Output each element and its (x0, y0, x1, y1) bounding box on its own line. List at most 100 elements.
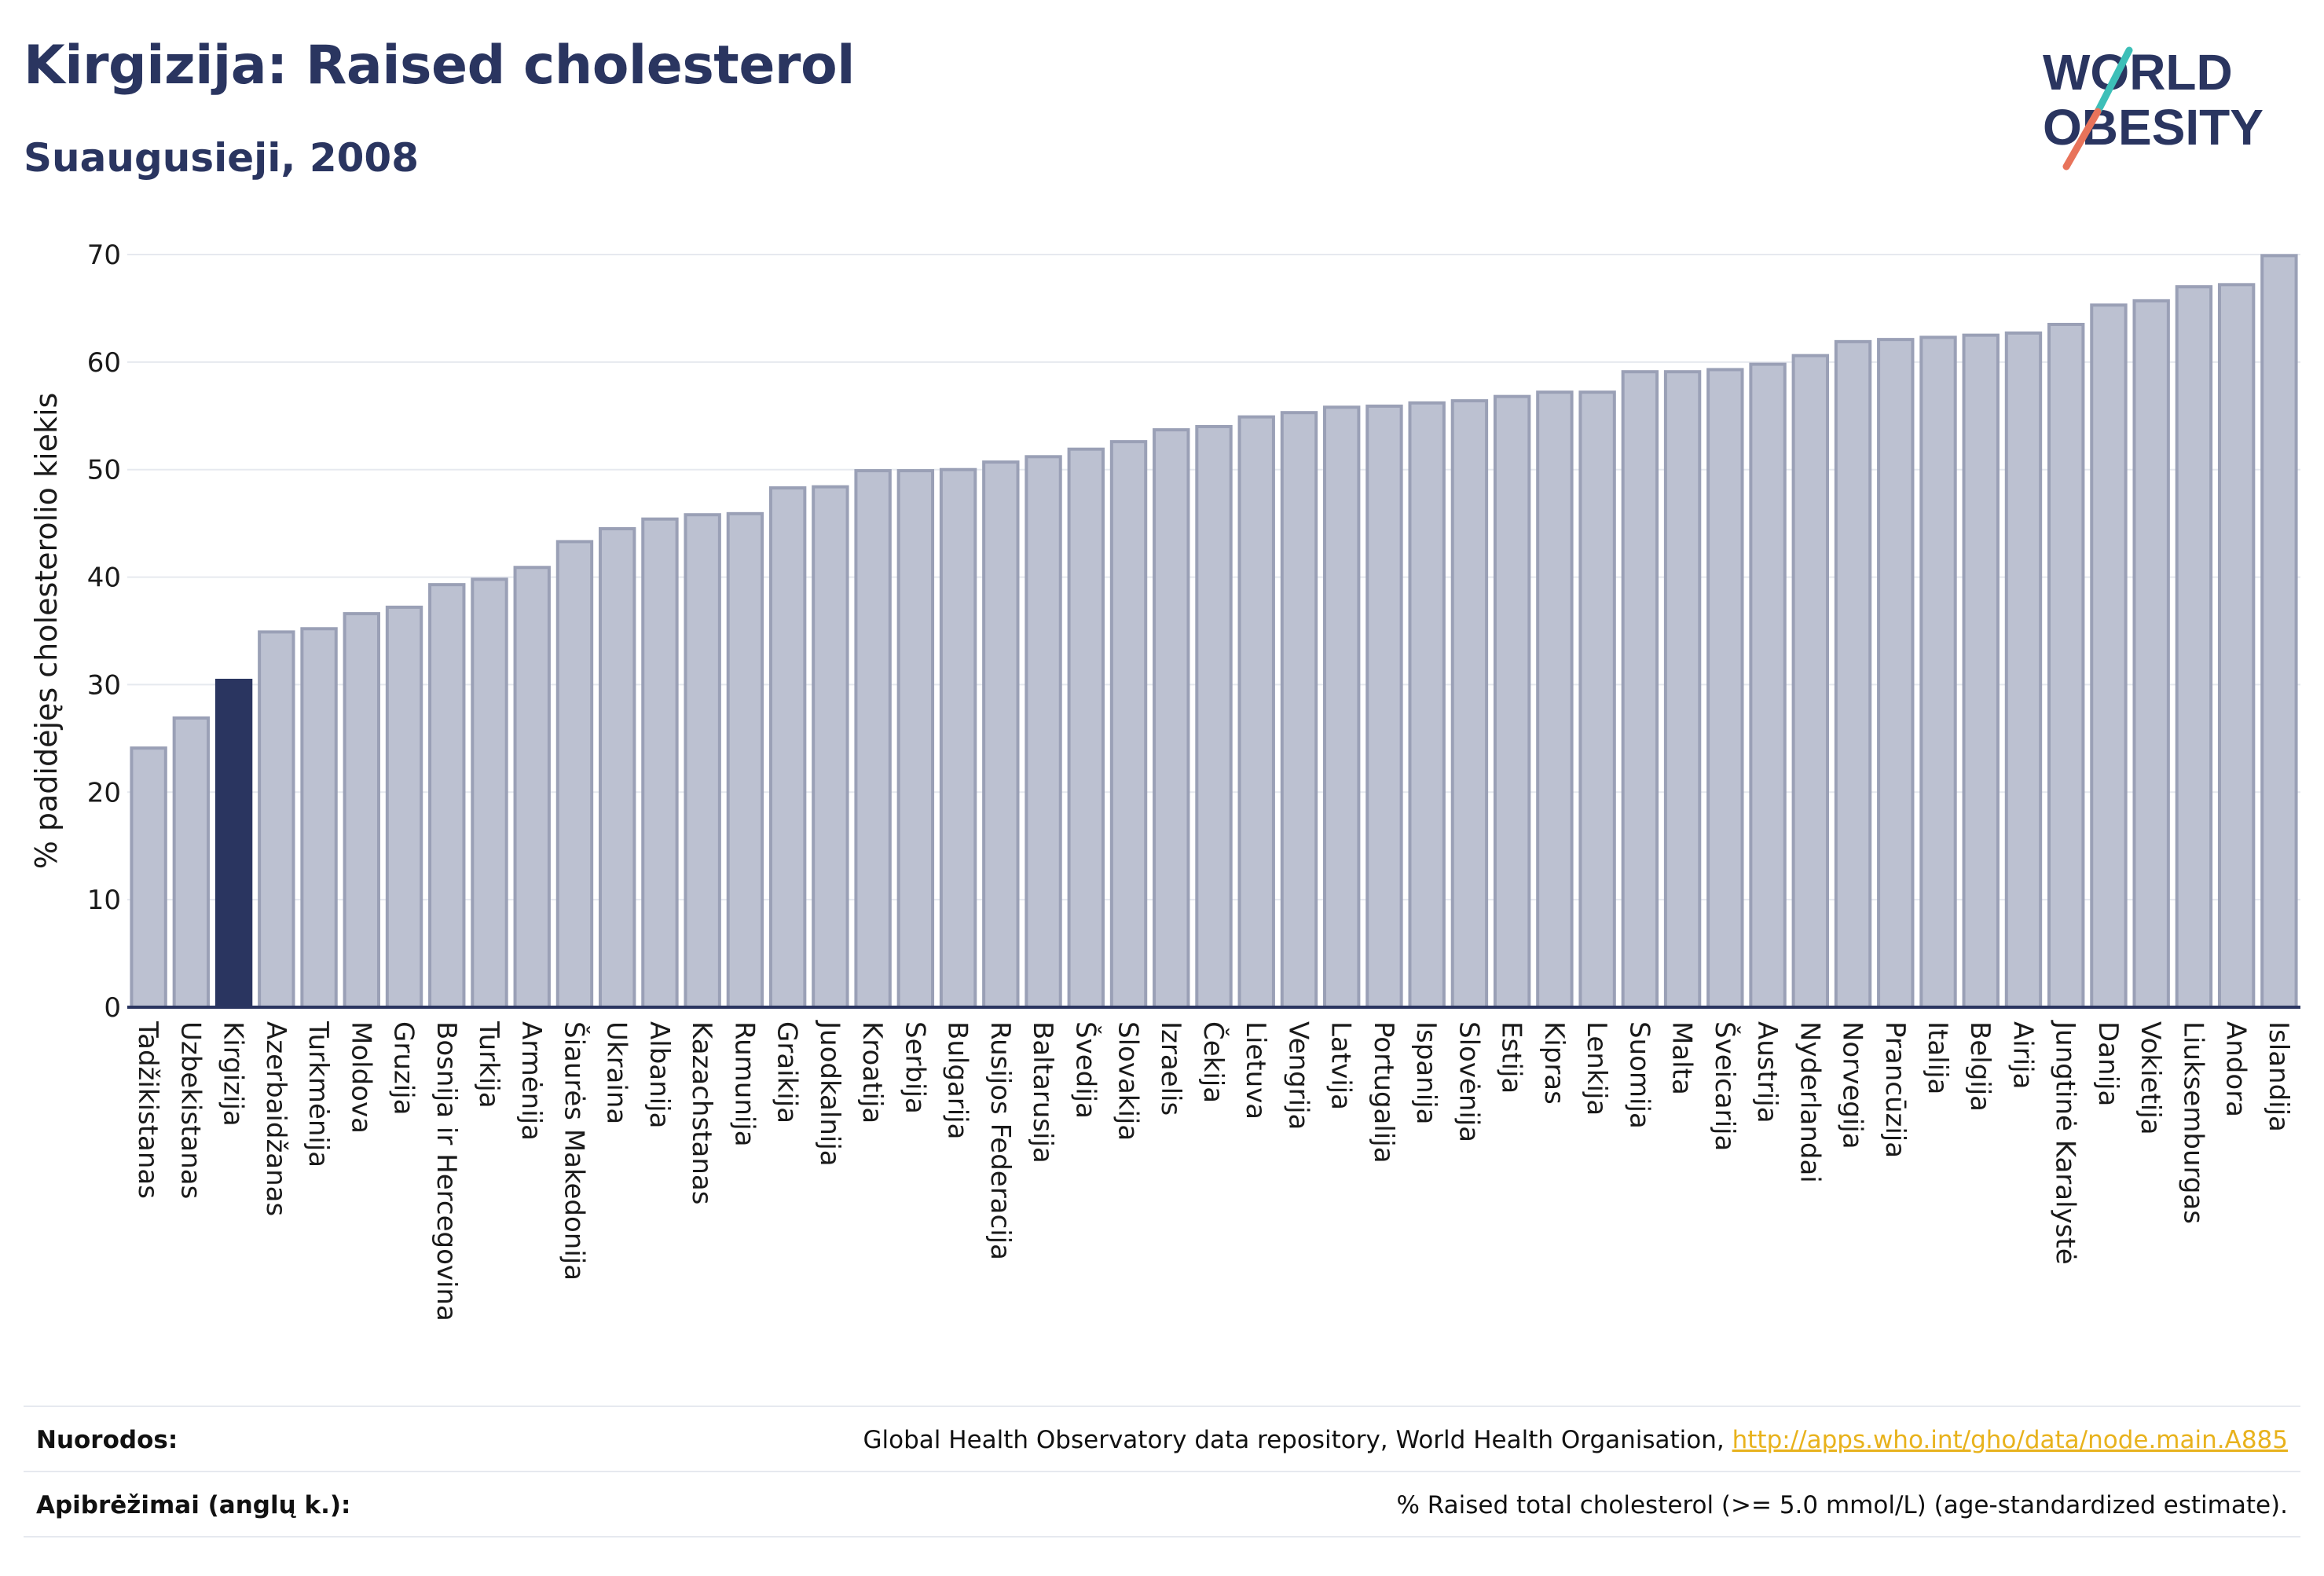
x-tick-label: Belgija (1964, 1021, 1996, 1112)
x-tick-label: Bulgarija (942, 1021, 973, 1139)
x-tick-label: Nyderlandai (1794, 1021, 1825, 1183)
x-tick-label: Kirgizija (218, 1021, 249, 1127)
x-tick-label: Ukraina (601, 1021, 632, 1124)
y-tick-label: 60 (87, 347, 121, 379)
footer-divider-top (24, 1406, 2300, 1407)
x-tick-label: Rumunija (728, 1021, 760, 1147)
bar (1067, 447, 1105, 1009)
bar (982, 460, 1020, 1009)
bar (1962, 333, 2000, 1009)
bar (2175, 285, 2213, 1009)
x-tick-label: Suomija (1623, 1021, 1655, 1129)
bar (2004, 331, 2043, 1009)
sources-link[interactable]: http://apps.who.int/gho/data/node.main.A… (1732, 1426, 2288, 1454)
bar (1195, 424, 1233, 1009)
bar (1408, 401, 1446, 1009)
x-tick-label: Azerbaidžanas (260, 1021, 291, 1216)
bar-chart: 0 10 20 30 40 50 60 70 % padidėjęs cholesterolio… (29, 240, 2300, 1321)
bar (726, 511, 764, 1009)
bar (2217, 283, 2256, 1009)
x-tick-label: Juodkalnija (814, 1020, 845, 1167)
x-tick-label: Ispanija (1410, 1021, 1442, 1124)
x-tick-label: Turkija (473, 1021, 504, 1109)
y-tick-label: 50 (87, 455, 121, 486)
bar (2090, 303, 2128, 1009)
bar (1493, 394, 1531, 1009)
x-tick-label: Airija (2007, 1021, 2038, 1089)
bar (939, 467, 977, 1009)
bar (258, 630, 295, 1010)
bar (1450, 399, 1489, 1009)
logo-slash-coral (2062, 108, 2102, 170)
bar (1323, 405, 1361, 1009)
chart-title: Kirgizija: Raised cholesterol (24, 35, 856, 97)
x-tick-label: Šiaurės Makedonija (558, 1021, 590, 1281)
x-tick-label: Kazachstanas (686, 1021, 717, 1204)
bar (1536, 390, 1574, 1010)
x-tick-label: Rusijos Federacija (984, 1021, 1016, 1260)
chart-subtitle: Suaugusieji, 2008 (24, 135, 419, 181)
x-tick-label: Lietuva (1240, 1021, 1271, 1120)
bar (1621, 370, 1659, 1010)
bar (1663, 370, 1702, 1010)
bar (214, 678, 253, 1009)
x-tick-label: Lenkija (1581, 1021, 1612, 1116)
sources-label: Nuorodos: (36, 1426, 178, 1454)
x-tick-label: Izraelis (1155, 1021, 1186, 1116)
bar (684, 513, 721, 1009)
footer-divider-bottom (24, 1536, 2300, 1538)
bar (2132, 299, 2170, 1009)
bar (854, 469, 892, 1009)
y-tick-label: 40 (87, 563, 121, 594)
bar (1153, 428, 1190, 1009)
logo-line1: WORLD (2043, 44, 2233, 101)
bar (130, 746, 167, 1009)
bar (1280, 411, 1318, 1009)
x-tick-label: Slovėnija (1453, 1021, 1484, 1142)
x-tick-label: Liuksemburgas (2177, 1021, 2209, 1224)
bar (1706, 368, 1744, 1009)
x-tick-label: Šveicarija (1709, 1021, 1741, 1151)
x-tick-label: Latvija (1325, 1021, 1357, 1110)
y-tick-label: 20 (87, 777, 121, 808)
definitions-value: % Raised total cholesterol (>= 5.0 mmol/… (1396, 1491, 2288, 1519)
bar (428, 583, 466, 1009)
bar (1109, 440, 1148, 1009)
y-tick-label: 10 (87, 885, 121, 916)
sources-text: Global Health Observatory data repositor… (863, 1426, 1732, 1454)
bar (1749, 362, 1787, 1009)
bar (1237, 415, 1275, 1009)
x-tick-label: Austrija (1751, 1021, 1783, 1123)
x-tick-label: Vokietija (2135, 1021, 2166, 1135)
logo-slash-teal (2094, 46, 2133, 115)
x-tick-label: Slovakija (1113, 1021, 1144, 1141)
x-tick-label: Serbija (899, 1021, 930, 1114)
y-tick-label: 0 (104, 992, 121, 1024)
x-tick-label: Turkmėnija (302, 1021, 334, 1167)
bar (343, 612, 380, 1009)
bar (1919, 335, 1957, 1009)
x-tick-label: Moldova (345, 1021, 376, 1134)
bar (896, 469, 935, 1009)
bar (172, 716, 211, 1010)
bar (300, 627, 338, 1010)
bar (2260, 254, 2298, 1009)
x-tick-label: Jungtinė Karalystė (2050, 1020, 2081, 1265)
x-tick-label: Kipras (1538, 1021, 1570, 1105)
bar (599, 526, 636, 1009)
bar (1365, 404, 1403, 1009)
x-tick-label: Tadžikistanas (132, 1021, 163, 1199)
bar (812, 485, 849, 1009)
x-tick-label: Albanija (643, 1021, 675, 1128)
x-tick-label: Kroatija (856, 1021, 888, 1123)
bar (1791, 354, 1829, 1010)
bar (768, 486, 807, 1009)
x-tick-label: Uzbekistanas (174, 1021, 206, 1199)
x-tick-label: Andora (2220, 1021, 2252, 1117)
bar (513, 566, 551, 1009)
bar (1025, 455, 1062, 1009)
x-tick-label: Italija (1922, 1021, 1953, 1094)
x-tick-label: Islandija (2263, 1021, 2294, 1132)
x-tick-label: Malta (1666, 1021, 1698, 1095)
bar (555, 540, 594, 1009)
